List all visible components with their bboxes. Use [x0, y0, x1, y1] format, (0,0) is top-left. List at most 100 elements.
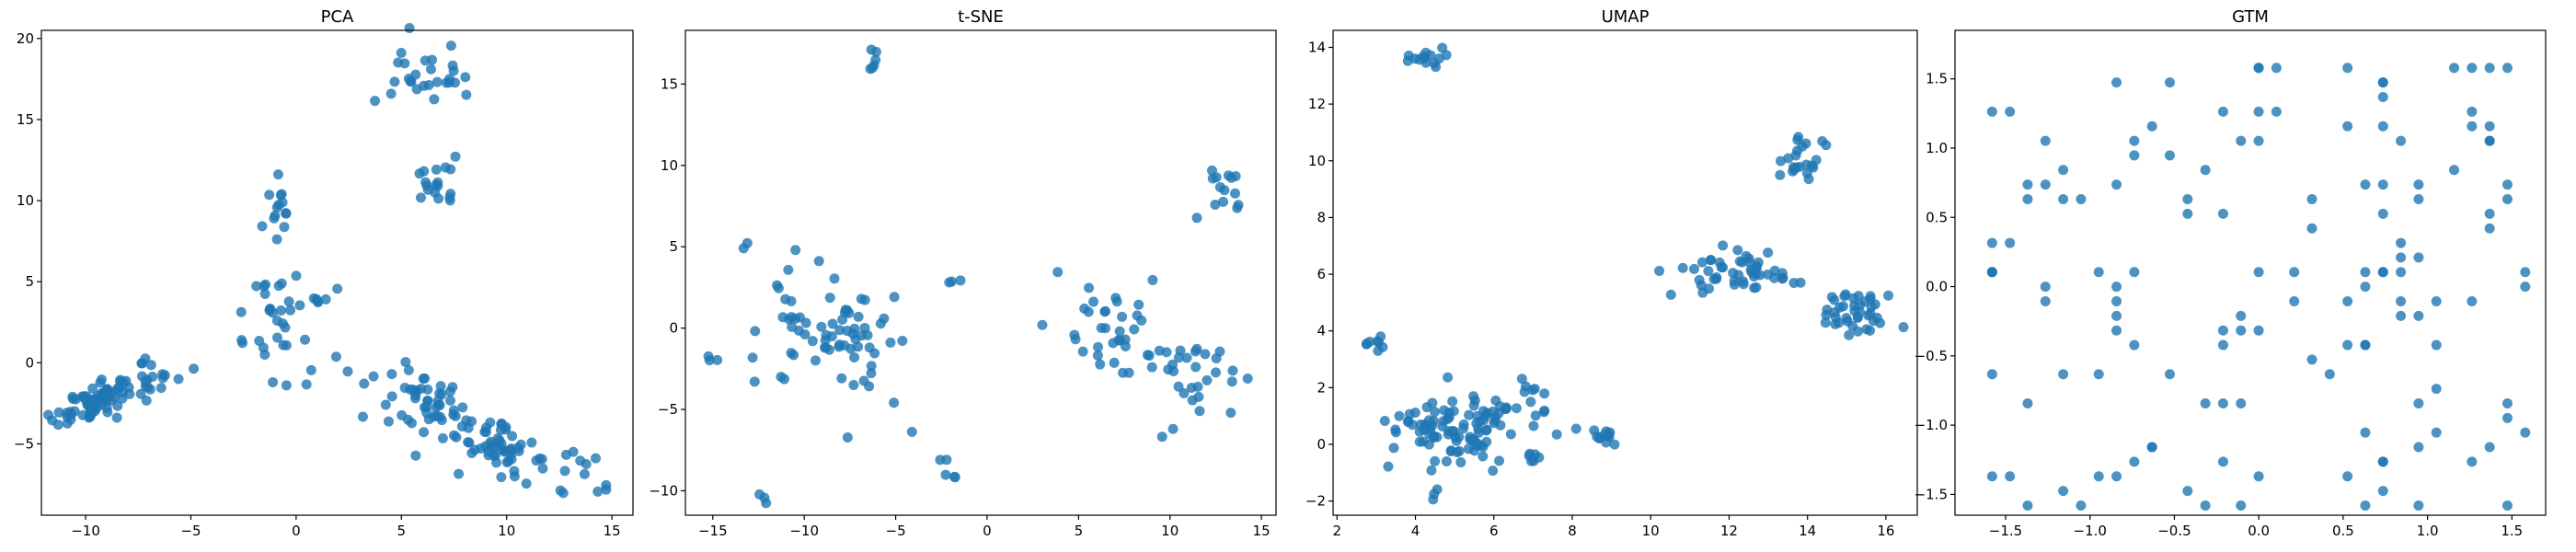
x-tick-label: −10: [71, 523, 100, 539]
scatter-point: [1394, 410, 1405, 421]
scatter-point: [1088, 296, 1099, 307]
scatter-point: [420, 177, 431, 188]
scatter-point: [416, 383, 427, 394]
scatter-point: [1703, 266, 1714, 277]
umap-panel: 2 4 6 8 10 12 14 16 −2 0 2 4 6 8 10 12 14 UMAP: [1305, 7, 1918, 539]
scatter-point: [2342, 339, 2353, 351]
y-tick-label: 1.0: [1926, 140, 1948, 156]
scatter-point: [1232, 202, 1243, 213]
scatter-point: [445, 395, 456, 406]
x-tick-label: 5: [397, 523, 407, 539]
y-tick-label: 1.5: [1926, 71, 1948, 87]
scatter-point: [2377, 121, 2388, 132]
scatter-point: [1093, 341, 1104, 352]
scatter-point: [2058, 165, 2069, 176]
scatter-point: [257, 221, 268, 232]
scatter-point: [1202, 374, 1213, 385]
scatter-point: [601, 479, 612, 490]
scatter-point: [2413, 442, 2424, 453]
scatter-point: [1776, 155, 1787, 167]
scatter-point: [430, 187, 441, 198]
scatter-point: [2165, 369, 2176, 380]
scatter-point: [1218, 196, 1229, 207]
y-tick-label: −1.0: [1915, 417, 1948, 433]
scatter-point: [259, 349, 270, 360]
scatter-point: [1469, 445, 1480, 456]
x-tick-label: 1.5: [2501, 523, 2523, 539]
scatter-point: [1677, 262, 1688, 273]
scatter-point: [1844, 329, 1855, 340]
scatter-point: [807, 336, 818, 347]
scatter-point: [67, 391, 78, 402]
scatter-point: [1480, 410, 1491, 421]
scatter-point: [1800, 138, 1811, 149]
scatter-point: [2449, 165, 2460, 176]
scatter-point: [786, 295, 797, 306]
scatter-point: [1718, 240, 1729, 251]
x-tick-label: 2: [1332, 523, 1341, 539]
scatter-point: [1219, 185, 1230, 196]
scatter-point: [1986, 267, 1997, 278]
scatter-point: [389, 76, 400, 87]
scatter-point: [2377, 267, 2388, 278]
scatter-point: [2217, 325, 2228, 336]
scatter-point: [783, 264, 794, 275]
scatter-point: [1694, 274, 1705, 285]
scatter-point: [1986, 471, 1997, 482]
scatter-point: [2431, 339, 2442, 351]
scatter-point: [2484, 63, 2495, 74]
scatter-point: [1728, 268, 1739, 279]
scatter-point: [869, 348, 880, 359]
scatter-point: [509, 471, 520, 482]
scatter-point: [866, 361, 877, 372]
scatter-point: [1551, 429, 1562, 440]
scatter-point: [1467, 435, 1478, 446]
scatter-point: [2093, 369, 2104, 380]
pca-axes-frame: [40, 29, 634, 516]
scatter-point: [842, 432, 853, 443]
scatter-point: [1861, 324, 1872, 335]
scatter-point: [445, 189, 456, 200]
scatter-point: [889, 292, 900, 303]
scatter-point: [940, 469, 951, 480]
scatter-point: [1524, 448, 1535, 459]
scatter-point: [2520, 267, 2531, 278]
scatter-point: [1096, 323, 1107, 334]
scatter-point: [143, 382, 154, 393]
scatter-point: [1501, 403, 1512, 414]
scatter-point: [750, 326, 761, 337]
scatter-point: [859, 294, 870, 305]
scatter-point: [359, 378, 370, 389]
scatter-point: [1173, 381, 1184, 392]
scatter-point: [1455, 456, 1466, 467]
scatter-point: [906, 426, 917, 437]
scatter-point: [2449, 63, 2460, 74]
gtm-title: GTM: [2232, 7, 2269, 27]
scatter-point: [330, 351, 341, 362]
scatter-point: [135, 388, 146, 399]
scatter-point: [2058, 194, 2069, 205]
scatter-point: [275, 305, 286, 316]
scatter-point: [313, 296, 324, 307]
scatter-point: [1697, 287, 1708, 298]
scatter-point: [1133, 299, 1144, 310]
scatter-point: [2377, 486, 2388, 497]
scatter-point: [2200, 397, 2211, 408]
scatter-point: [1898, 322, 1909, 333]
scatter-point: [451, 431, 462, 443]
scatter-point: [1528, 420, 1539, 431]
scatter-point: [466, 447, 477, 458]
scatter-point: [1451, 435, 1462, 446]
scatter-point: [836, 373, 847, 384]
scatter-point: [1696, 257, 1708, 268]
scatter-point: [1187, 395, 1198, 406]
scatter-point: [479, 426, 490, 437]
scatter-point: [2022, 179, 2033, 190]
scatter-point: [2236, 135, 2247, 146]
scatter-point: [1743, 253, 1754, 264]
scatter-point: [1426, 465, 1437, 476]
scatter-point: [1468, 400, 1479, 411]
scatter-point: [515, 439, 526, 450]
scatter-point: [1447, 396, 1458, 407]
scatter-point: [1853, 291, 1864, 302]
